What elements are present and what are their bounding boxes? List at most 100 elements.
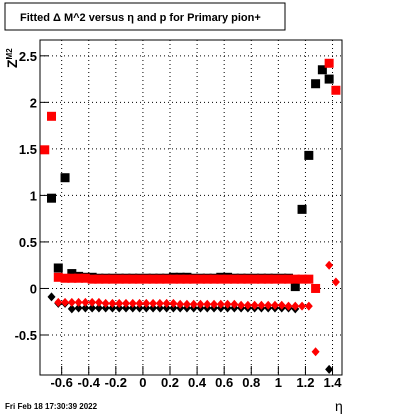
diamond-marker — [128, 303, 137, 313]
square-marker — [128, 274, 138, 284]
y-tick-label: 2.5 — [19, 49, 37, 64]
diamond-marker — [67, 297, 76, 307]
square-marker — [47, 193, 57, 203]
square-marker — [311, 79, 321, 89]
diamond-marker — [88, 303, 97, 313]
square-marker — [87, 274, 97, 284]
square-marker — [94, 274, 104, 284]
diamond-marker — [142, 298, 151, 308]
diamond-marker — [223, 299, 232, 309]
diamond-marker — [149, 298, 158, 308]
square-marker — [148, 274, 158, 284]
y-tick-label: 0 — [30, 281, 37, 296]
diamond-marker — [243, 300, 252, 310]
diamond-marker — [108, 298, 117, 308]
y-axis-label-sub: M2 — [5, 48, 14, 60]
diamond-marker — [101, 298, 110, 308]
diamond-marker — [291, 301, 300, 311]
y-tick-label: -0.5 — [15, 328, 37, 343]
y-tick-label: 1 — [30, 188, 37, 203]
diamond-marker — [270, 300, 279, 310]
diamond-marker — [257, 300, 266, 310]
x-tick-label: 1.2 — [296, 375, 314, 390]
square-marker — [80, 273, 90, 283]
square-marker — [121, 274, 131, 284]
diamond-marker — [237, 300, 246, 310]
square-marker — [216, 274, 226, 284]
diamond-marker — [169, 303, 178, 313]
x-tick-label: -0.4 — [78, 375, 101, 390]
square-marker — [243, 274, 253, 284]
diamond-marker — [121, 298, 130, 308]
square-marker — [324, 74, 334, 84]
diamond-marker — [298, 301, 307, 311]
square-marker — [101, 274, 111, 284]
diamond-marker — [304, 301, 313, 311]
x-tick-label: -0.6 — [50, 375, 72, 390]
diamond-marker — [311, 347, 320, 357]
x-tick-label: 0.2 — [161, 375, 179, 390]
diamond-marker — [47, 292, 56, 302]
diamond-marker — [149, 303, 158, 313]
diamond-marker — [101, 303, 110, 313]
square-marker — [53, 272, 63, 282]
diamond-marker — [74, 297, 83, 307]
plot-frame — [39, 39, 343, 376]
square-marker — [270, 274, 280, 284]
diamond-marker — [142, 303, 151, 313]
diamond-marker — [230, 299, 239, 309]
diamond-marker — [135, 303, 144, 313]
square-marker — [311, 283, 321, 293]
square-marker — [60, 273, 70, 283]
diamond-marker — [325, 364, 334, 374]
square-marker — [67, 269, 77, 279]
square-marker — [189, 274, 199, 284]
diamond-marker — [162, 303, 171, 313]
square-marker — [175, 274, 185, 284]
x-tick-label: 0.4 — [188, 375, 207, 390]
diamond-marker — [94, 297, 103, 307]
square-marker — [182, 274, 192, 284]
square-marker — [297, 274, 307, 284]
diamond-marker — [155, 303, 164, 313]
square-marker — [277, 274, 287, 284]
diamond-marker — [81, 297, 90, 307]
square-marker — [135, 274, 145, 284]
y-tick-label: 1.5 — [19, 142, 37, 157]
square-marker — [53, 263, 63, 273]
square-marker — [317, 65, 327, 75]
square-marker — [284, 274, 294, 284]
square-marker — [297, 204, 307, 214]
diamond-marker — [250, 300, 259, 310]
diamond-marker — [162, 298, 171, 308]
diamond-marker — [81, 303, 90, 313]
square-marker — [202, 274, 212, 284]
square-marker — [209, 274, 219, 284]
diamond-marker — [169, 298, 178, 308]
diamond-marker — [325, 260, 334, 270]
square-marker — [74, 273, 84, 283]
diamond-marker — [121, 303, 130, 313]
diamond-marker — [74, 303, 83, 313]
diamond-marker — [277, 300, 286, 310]
square-marker — [67, 273, 77, 283]
y-axis-label-main: Z — [4, 59, 20, 68]
y-tick-label: 2 — [30, 95, 37, 110]
diamond-marker — [88, 297, 97, 307]
x-tick-label: 1.4 — [323, 375, 342, 390]
square-marker — [223, 274, 233, 284]
diamond-marker — [108, 303, 117, 313]
square-marker — [250, 274, 260, 284]
diamond-marker — [94, 303, 103, 313]
diamond-marker — [155, 298, 164, 308]
x-tick-label: 0 — [139, 375, 146, 390]
square-marker — [324, 58, 334, 68]
chart-title: Fitted Δ M^2 versus η and p for Primary … — [20, 12, 261, 24]
square-marker — [162, 274, 172, 284]
y-axis-label: ZM2 — [4, 48, 20, 68]
diamond-marker — [284, 301, 293, 311]
diamond-marker — [128, 298, 137, 308]
square-marker — [40, 145, 50, 155]
